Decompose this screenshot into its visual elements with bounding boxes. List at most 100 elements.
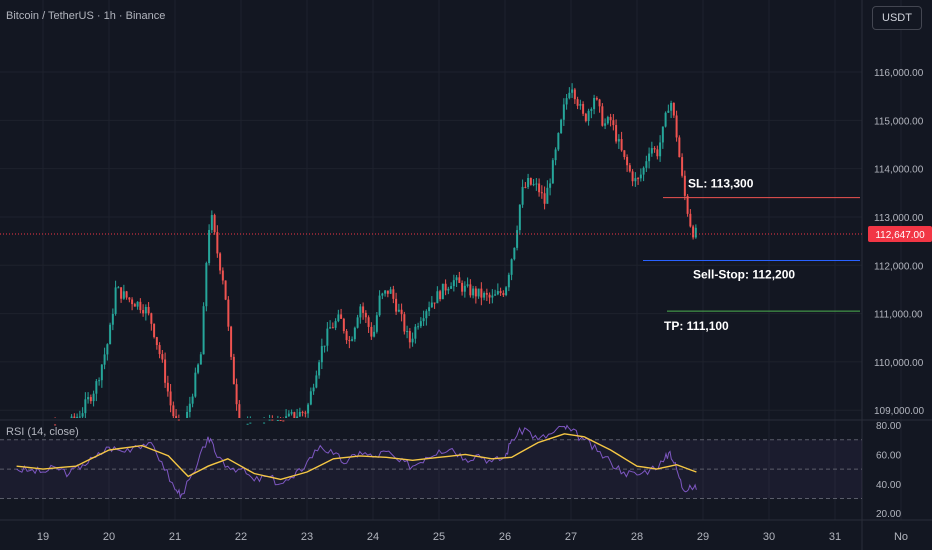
candle-body [661, 126, 664, 143]
candle-body [95, 381, 98, 394]
candle-body [73, 416, 76, 418]
candle-body [342, 318, 345, 332]
candle-body [670, 102, 673, 111]
candle-body [433, 302, 436, 304]
candle-body [307, 404, 310, 414]
candle-body [309, 391, 312, 405]
time-axis-label: 31 [829, 531, 841, 543]
take-profit-label: TP: 111,100 [664, 319, 729, 333]
candle-body [153, 323, 156, 338]
candle-body [584, 113, 587, 122]
candle-body [609, 117, 612, 121]
candle-body [521, 186, 524, 205]
candle-body [164, 359, 167, 383]
candle-body [653, 148, 656, 150]
candle-body [169, 391, 172, 406]
candle-body [436, 291, 439, 304]
candle-body [161, 354, 164, 360]
candle-body [483, 293, 486, 298]
candle-body [664, 112, 667, 127]
candle-body [595, 97, 598, 100]
candle-body [598, 99, 601, 107]
candle-body [639, 174, 642, 179]
candle-body [422, 318, 425, 322]
candle-body [650, 148, 653, 154]
candle-body [210, 215, 213, 230]
candle-body [285, 416, 288, 418]
candle-body [205, 263, 208, 307]
currency-button[interactable]: USDT [872, 6, 922, 30]
candle-body [518, 204, 521, 231]
candle-body [529, 177, 532, 185]
candle-body [70, 416, 73, 418]
candle-body [213, 215, 216, 233]
candle-body [359, 306, 362, 318]
candle-body [375, 315, 378, 332]
candle-body [450, 286, 453, 289]
candle-body [587, 110, 590, 122]
candle-body [279, 419, 282, 421]
candle-body [590, 109, 593, 111]
candle-body [334, 321, 337, 328]
candle-body [694, 227, 697, 238]
candle-body [89, 397, 92, 402]
candle-body [397, 309, 400, 312]
price-axis-label: 113,000.00 [874, 213, 924, 224]
candle-body [298, 411, 301, 417]
candle-body [191, 396, 194, 404]
candle-body [692, 226, 695, 238]
candle-body [249, 422, 252, 424]
candle-body [507, 274, 510, 288]
candle-body [571, 89, 574, 93]
candle-body [199, 354, 202, 365]
candle-body [109, 324, 112, 345]
candle-body [466, 284, 469, 286]
candle-body [133, 304, 136, 307]
candle-body [111, 313, 114, 325]
candle-body [172, 405, 175, 417]
candle-body [505, 287, 508, 296]
candle-body [485, 293, 488, 295]
candle-body [631, 171, 634, 182]
candle-body [524, 186, 527, 188]
candle-body [593, 97, 596, 110]
price-axis-label: 109,000.00 [874, 406, 924, 417]
candle-body [546, 187, 549, 204]
candle-body [232, 356, 235, 385]
candle-body [455, 277, 458, 281]
candle-body [367, 317, 370, 327]
candle-body [235, 384, 238, 405]
candle-body [683, 175, 686, 196]
candle-body [540, 192, 543, 194]
candle-body [208, 229, 211, 264]
candle-body [395, 298, 398, 312]
candle-body [642, 167, 645, 175]
candle-body [125, 291, 128, 298]
price-axis-label: 115,000.00 [874, 116, 924, 127]
candle-body [667, 110, 670, 113]
candle-body [626, 156, 629, 166]
candle-body [557, 133, 560, 150]
rsi-indicator-label[interactable]: RSI (14, close) [6, 426, 79, 438]
candle-body [425, 311, 428, 319]
stop-loss-label: SL: 113,300 [688, 177, 754, 191]
candle-body [230, 326, 233, 357]
candle-body [351, 339, 354, 341]
candle-body [81, 413, 84, 417]
candle-body [444, 283, 447, 291]
candle-body [263, 422, 266, 424]
candle-body [227, 299, 230, 327]
candle-body [150, 313, 153, 324]
candle-body [516, 230, 519, 248]
candle-body [513, 247, 516, 260]
candle-body [439, 291, 442, 300]
rsi-axis-label: 80.00 [876, 421, 901, 432]
candle-body [472, 288, 475, 296]
candle-body [142, 310, 145, 314]
candle-body [362, 306, 365, 313]
candle-body [331, 327, 334, 329]
candle-body [131, 299, 134, 305]
candle-body [601, 106, 604, 126]
candle-body [678, 137, 681, 158]
